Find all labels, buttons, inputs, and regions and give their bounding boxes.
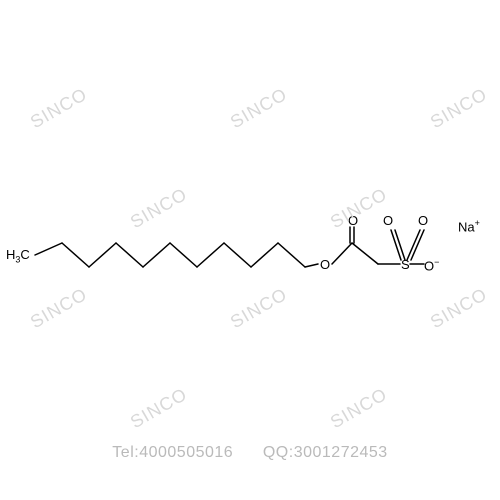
label-o-ester: O [320, 257, 330, 272]
label-h3c: H3C [6, 247, 30, 265]
label-o-minus: O− [424, 257, 439, 273]
contact-info: Tel:4000505016 QQ:3001272453 [0, 444, 500, 462]
structure-svg [0, 0, 500, 500]
chemical-structure: H3C O O S O O O− Na+ [0, 0, 500, 500]
label-na-plus: Na+ [458, 218, 480, 234]
tel-label: Tel: [112, 444, 139, 461]
label-s: S [401, 257, 410, 272]
label-o-sulf1: O [383, 213, 393, 228]
label-o-sulf2: O [418, 213, 428, 228]
qq-value: 3001272453 [294, 444, 388, 461]
tel-value: 4000505016 [139, 444, 233, 461]
qq-label: QQ: [263, 444, 294, 461]
label-o-carbonyl: O [348, 213, 358, 228]
